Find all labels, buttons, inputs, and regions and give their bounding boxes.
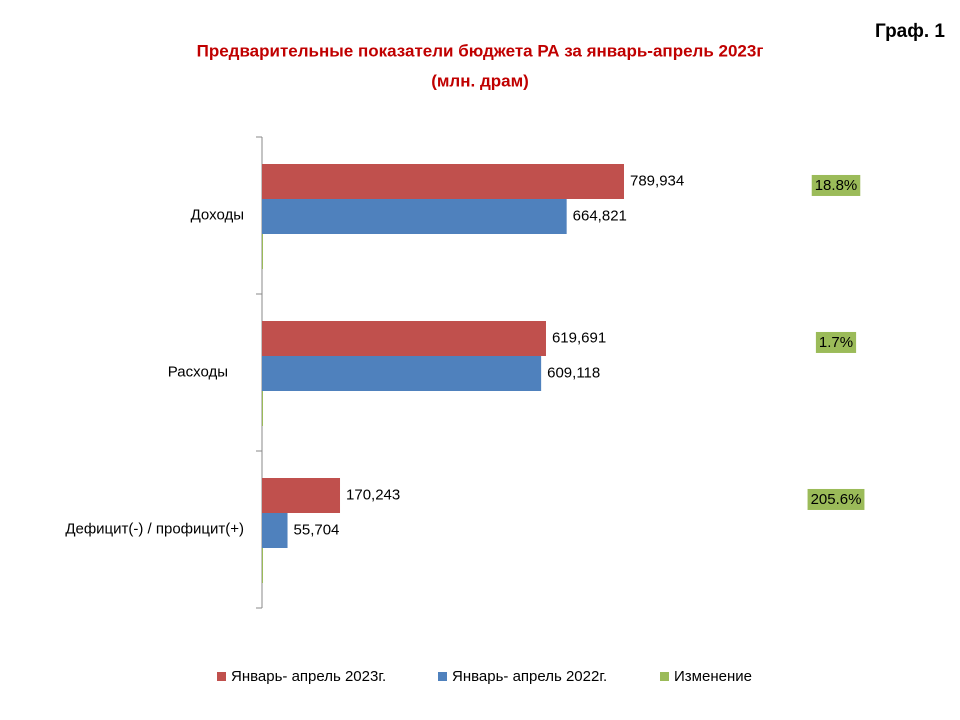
y-tick-label: Расходы (168, 363, 228, 380)
bar (262, 478, 341, 513)
bar (262, 391, 263, 426)
data-label-box (811, 174, 861, 196)
data-label-box (807, 488, 865, 510)
bar (262, 356, 542, 391)
legend-swatch (438, 672, 447, 681)
legend-label: Изменение (674, 668, 752, 685)
bar (262, 164, 624, 199)
axis (256, 136, 263, 609)
data-label: 205.6% (811, 491, 862, 508)
legend-label: Январь- апрель 2022г. (452, 668, 607, 685)
legend-label: Январь- апрель 2023г. (231, 668, 386, 685)
bar (262, 321, 546, 356)
figure-label: Граф. 1 (875, 21, 945, 42)
data-label: 789,934 (630, 172, 684, 189)
data-label: 55,704 (294, 521, 340, 538)
data-label: 1.7% (819, 334, 853, 351)
data-label: 18.8% (815, 177, 858, 194)
y-tick-label: Доходы (191, 206, 244, 223)
y-tick-label: Дефицит(-) / профицит(+) (65, 520, 244, 537)
data-label: 619,691 (552, 329, 606, 346)
data-label-box (815, 331, 857, 353)
bar (262, 513, 288, 548)
data-label: 664,821 (573, 207, 627, 224)
legend-swatch (660, 672, 669, 681)
chart-subtitle: (млн. драм) (431, 71, 529, 90)
chart-title: Предварительные показатели бюджета РА за… (197, 41, 764, 60)
bar (262, 548, 263, 583)
legend-swatch (217, 672, 226, 681)
bar (262, 199, 567, 234)
bar (262, 234, 263, 269)
data-label: 609,118 (547, 364, 600, 381)
data-label: 170,243 (346, 486, 400, 503)
